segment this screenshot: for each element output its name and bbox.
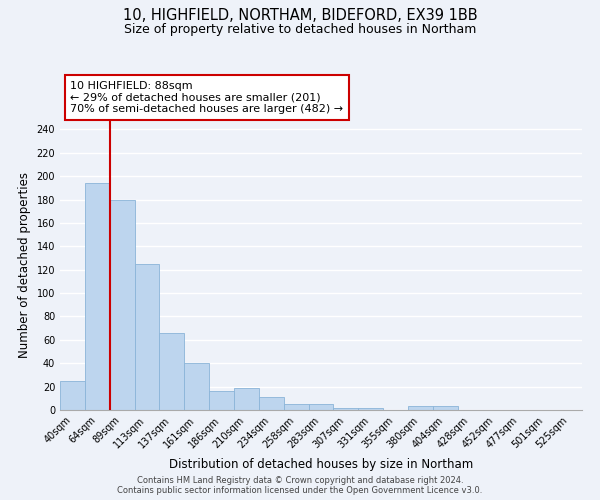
Bar xyxy=(110,200,134,410)
Bar xyxy=(234,388,259,410)
Bar xyxy=(433,406,458,410)
Text: Contains HM Land Registry data © Crown copyright and database right 2024.
Contai: Contains HM Land Registry data © Crown c… xyxy=(118,476,482,495)
Bar xyxy=(184,363,209,410)
Text: 10 HIGHFIELD: 88sqm
← 29% of detached houses are smaller (201)
70% of semi-detac: 10 HIGHFIELD: 88sqm ← 29% of detached ho… xyxy=(70,81,344,114)
Bar xyxy=(358,408,383,410)
Bar xyxy=(284,404,308,410)
Y-axis label: Number of detached properties: Number of detached properties xyxy=(18,172,31,358)
Bar xyxy=(60,381,85,410)
Bar xyxy=(85,183,110,410)
Bar xyxy=(134,264,160,410)
Bar xyxy=(408,406,433,410)
X-axis label: Distribution of detached houses by size in Northam: Distribution of detached houses by size … xyxy=(169,458,473,471)
Text: 10, HIGHFIELD, NORTHAM, BIDEFORD, EX39 1BB: 10, HIGHFIELD, NORTHAM, BIDEFORD, EX39 1… xyxy=(122,8,478,22)
Bar xyxy=(334,408,358,410)
Bar xyxy=(160,333,184,410)
Bar xyxy=(308,404,334,410)
Bar xyxy=(209,392,234,410)
Text: Size of property relative to detached houses in Northam: Size of property relative to detached ho… xyxy=(124,22,476,36)
Bar xyxy=(259,397,284,410)
